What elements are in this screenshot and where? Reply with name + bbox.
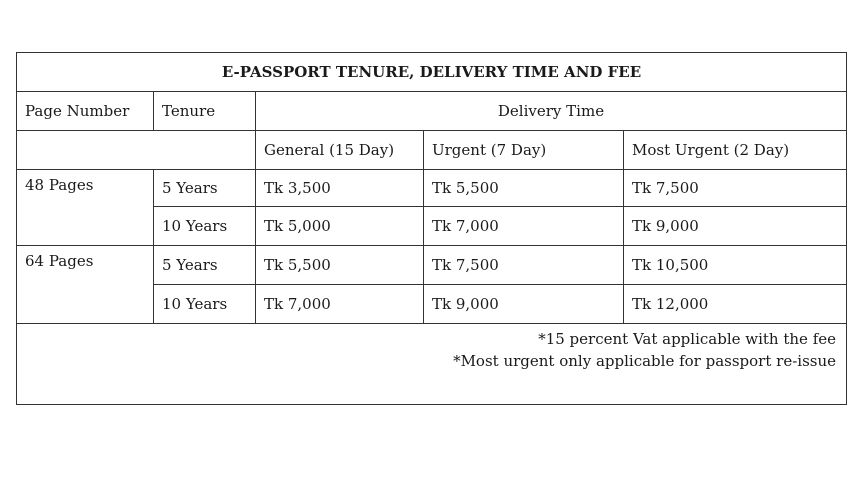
fee-cell: Tk 3,500 xyxy=(255,169,424,207)
fee-cell: Tk 10,500 xyxy=(623,245,847,285)
table-title: E-PASSPORT TENURE, DELIVERY TIME AND FEE xyxy=(16,52,847,92)
tenure-cell: 10 Years xyxy=(153,206,256,246)
fee-cell: Tk 9,000 xyxy=(423,284,624,324)
note-most-urgent: *Most urgent only applicable for passpor… xyxy=(453,352,836,370)
tenure-cell: 5 Years xyxy=(153,245,256,285)
table-row: 48 Pages 5 Years Tk 3,500 Tk 5,500 Tk 7,… xyxy=(16,169,847,246)
page-count-cell: 48 Pages xyxy=(16,169,154,246)
table-row: 10 Years Tk 5,000 Tk 7,000 Tk 9,000 xyxy=(17,206,847,246)
fee-cell: Tk 7,500 xyxy=(423,245,624,285)
tenure-cell: 10 Years xyxy=(153,284,256,324)
fee-cell: Tk 5,500 xyxy=(423,169,624,207)
header-delivery-time: Delivery Time xyxy=(255,91,847,131)
notes-cell: *15 percent Vat applicable with the fee … xyxy=(16,323,847,405)
title-row: E-PASSPORT TENURE, DELIVERY TIME AND FEE xyxy=(16,52,847,92)
tenure-cell: 5 Years xyxy=(153,169,256,207)
delivery-type-general: General (15 Day) xyxy=(255,130,424,170)
fee-cell: Tk 5,000 xyxy=(255,206,424,246)
empty-header-cell xyxy=(16,130,256,170)
delivery-type-most-urgent: Most Urgent (2 Day) xyxy=(623,130,847,170)
fee-table: E-PASSPORT TENURE, DELIVERY TIME AND FEE… xyxy=(16,52,847,405)
header-tenure: Tenure xyxy=(153,91,256,131)
fee-cell: Tk 7,000 xyxy=(255,284,424,324)
fee-cell: Tk 7,000 xyxy=(423,206,624,246)
header-page-number: Page Number xyxy=(16,91,154,131)
fee-cell: Tk 5,500 xyxy=(255,245,424,285)
notes-row: *15 percent Vat applicable with the fee … xyxy=(16,323,847,405)
delivery-type-urgent: Urgent (7 Day) xyxy=(423,130,624,170)
page-count-cell: 64 Pages xyxy=(16,245,154,324)
table-row: 10 Years Tk 7,000 Tk 9,000 Tk 12,000 xyxy=(17,284,847,324)
table-row: 64 Pages 5 Years Tk 5,500 Tk 7,500 Tk 10… xyxy=(16,245,847,324)
fee-cell: Tk 12,000 xyxy=(623,284,847,324)
note-vat: *15 percent Vat applicable with the fee xyxy=(538,330,836,348)
fee-cell: Tk 7,500 xyxy=(623,169,847,207)
fee-cell: Tk 9,000 xyxy=(623,206,847,246)
delivery-type-row: General (15 Day) Urgent (7 Day) Most Urg… xyxy=(16,130,847,170)
header-row: Page Number Tenure Delivery Time xyxy=(16,91,847,131)
